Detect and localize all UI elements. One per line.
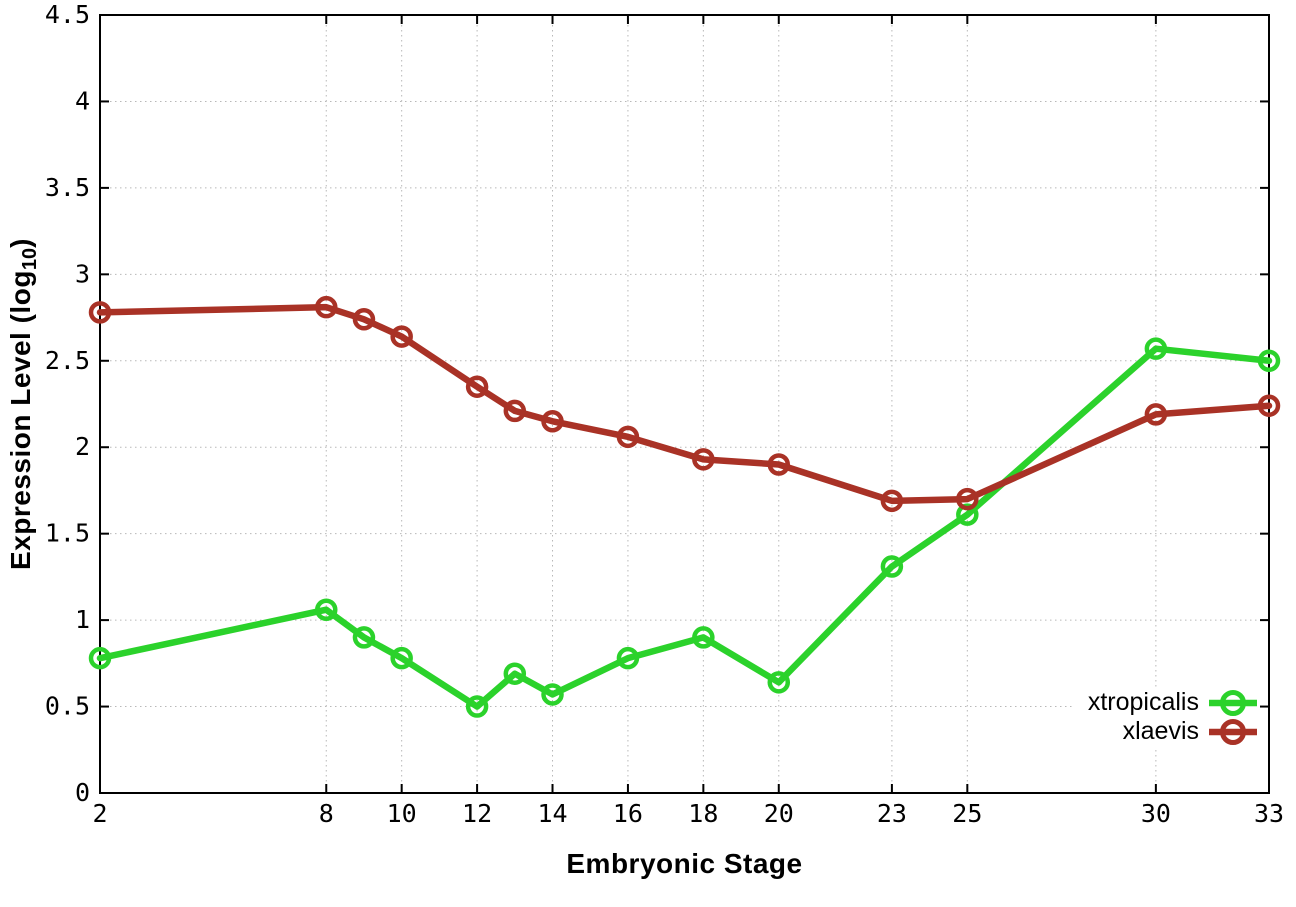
legend-label-xtropicalis: xtropicalis xyxy=(1087,688,1199,716)
y-tick-label: 2 xyxy=(75,432,90,461)
legend-item-xlaevis: xlaevis xyxy=(1123,717,1258,746)
data-point-marker xyxy=(352,308,376,331)
x-tick-label: 23 xyxy=(877,799,907,828)
data-point-marker xyxy=(616,425,640,449)
data-point-marker xyxy=(315,598,338,621)
x-tick-label: 8 xyxy=(319,799,334,828)
data-point-marker xyxy=(88,646,112,670)
legend-label-xlaevis: xlaevis xyxy=(1122,717,1199,745)
line-with-circle-marker-icon xyxy=(1209,718,1257,745)
data-point-marker xyxy=(541,683,564,706)
data-point-marker xyxy=(503,399,527,423)
x-tick-label: 20 xyxy=(764,799,794,828)
y-tick-label: 4 xyxy=(75,86,90,115)
x-tick-label: 10 xyxy=(387,799,417,828)
data-point-marker xyxy=(1144,337,1168,360)
data-point-marker xyxy=(880,555,904,578)
y-tick-label: 1 xyxy=(75,605,90,634)
data-point-marker xyxy=(956,487,979,511)
y-tick-label: 0 xyxy=(75,778,90,807)
data-point-marker xyxy=(503,662,527,685)
x-tick-label: 18 xyxy=(688,799,718,828)
x-tick-labels: 2 8 10 12 14 16 18 20 23 25 30 33 xyxy=(92,799,1284,828)
series-xlaevis xyxy=(88,295,1281,513)
y-tick-label: 2.5 xyxy=(45,346,90,375)
data-point-marker xyxy=(390,646,413,670)
data-point-marker xyxy=(692,626,715,649)
data-point-marker xyxy=(880,489,904,513)
data-point-marker xyxy=(352,626,376,649)
data-point-marker xyxy=(465,375,489,398)
data-point-marker xyxy=(88,301,112,324)
data-point-marker xyxy=(767,671,791,694)
x-tick-label: 16 xyxy=(613,799,643,828)
data-point-marker xyxy=(956,503,979,526)
legend-item-xtropicalis: xtropicalis xyxy=(1088,688,1258,717)
legend: xtropicalis xlaevis xyxy=(1073,687,1260,747)
y-axis-title-subscript: 10 xyxy=(19,247,41,271)
series-line xyxy=(96,345,1273,710)
x-tick-label: 14 xyxy=(537,799,567,828)
axis-ticks xyxy=(99,14,1270,794)
data-point-marker xyxy=(315,295,338,319)
x-tick-label: 12 xyxy=(462,799,492,828)
y-axis-title-suffix: ) xyxy=(5,238,36,248)
y-axis-title-text: Expression Level (log xyxy=(5,270,36,570)
y-tick-label: 3 xyxy=(75,259,90,288)
data-point-marker xyxy=(767,453,791,476)
x-tick-label: 2 xyxy=(92,799,107,828)
x-tick-label: 33 xyxy=(1254,799,1284,828)
data-point-marker xyxy=(692,448,715,471)
line-with-circle-marker-icon xyxy=(1209,689,1257,716)
data-point-marker xyxy=(465,695,489,718)
y-tick-label: 0.5 xyxy=(45,692,90,721)
data-point-marker xyxy=(390,325,413,348)
y-tick-label: 4.5 xyxy=(45,0,90,29)
y-tick-label: 1.5 xyxy=(45,519,90,548)
data-point-marker xyxy=(1257,394,1281,417)
data-point-marker xyxy=(616,646,640,670)
series-xtropicalis xyxy=(88,337,1281,718)
x-tick-label: 30 xyxy=(1141,799,1171,828)
x-tick-label: 25 xyxy=(952,799,982,828)
data-point-marker xyxy=(541,410,564,433)
data-point-marker xyxy=(1144,403,1168,426)
data-point-marker xyxy=(1257,349,1281,373)
y-tick-label: 3.5 xyxy=(45,173,90,202)
y-axis-title: Expression Level (log10) xyxy=(5,238,41,570)
x-axis-title: Embryonic Stage xyxy=(566,848,803,879)
y-tick-labels: 0 0.5 1 1.5 2 2.5 3 3.5 4 4.5 xyxy=(45,0,90,807)
